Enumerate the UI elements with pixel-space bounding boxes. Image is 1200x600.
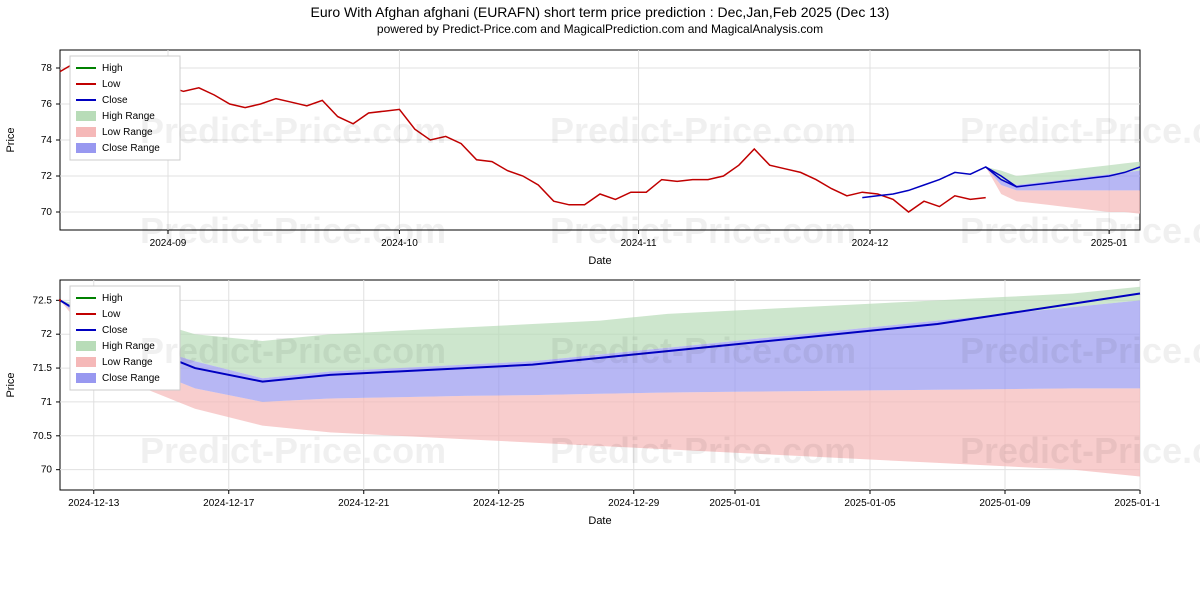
svg-text:2025-01-09: 2025-01-09 xyxy=(979,498,1031,509)
svg-text:2024-12-29: 2024-12-29 xyxy=(608,498,660,509)
svg-text:2024-12-25: 2024-12-25 xyxy=(473,498,525,509)
chart-subtitle: powered by Predict-Price.com and Magical… xyxy=(0,20,1200,40)
svg-text:Close: Close xyxy=(102,95,128,106)
svg-text:2024-10: 2024-10 xyxy=(381,238,418,249)
svg-text:76: 76 xyxy=(41,99,53,110)
svg-text:Date: Date xyxy=(588,255,611,267)
svg-text:72: 72 xyxy=(41,329,53,340)
svg-text:2025-01: 2025-01 xyxy=(1091,238,1128,249)
svg-text:72.5: 72.5 xyxy=(33,295,53,306)
svg-text:Low Range: Low Range xyxy=(102,127,153,138)
svg-text:70: 70 xyxy=(41,207,53,218)
svg-text:70.5: 70.5 xyxy=(33,431,53,442)
svg-text:2024-12-21: 2024-12-21 xyxy=(338,498,390,509)
svg-text:Close Range: Close Range xyxy=(102,373,160,384)
chart2-wrap: Predict-Price.com Predict-Price.com Pred… xyxy=(0,270,1200,530)
svg-text:Low: Low xyxy=(102,79,121,90)
svg-text:Price: Price xyxy=(5,372,17,397)
svg-text:2024-11: 2024-11 xyxy=(621,238,657,249)
svg-text:2024-12: 2024-12 xyxy=(852,238,889,249)
svg-text:70: 70 xyxy=(41,465,53,476)
svg-text:2025-01-05: 2025-01-05 xyxy=(844,498,896,509)
svg-text:2025-01-13: 2025-01-13 xyxy=(1114,498,1160,509)
svg-text:Date: Date xyxy=(588,515,611,527)
svg-text:Close: Close xyxy=(102,325,128,336)
svg-text:High: High xyxy=(102,63,123,74)
svg-text:Low: Low xyxy=(102,309,121,320)
svg-text:High Range: High Range xyxy=(102,111,155,122)
chart-title: Euro With Afghan afghani (EURAFN) short … xyxy=(0,0,1200,20)
svg-text:71: 71 xyxy=(41,397,53,408)
chart-card: Euro With Afghan afghani (EURAFN) short … xyxy=(0,0,1200,530)
svg-text:78: 78 xyxy=(41,63,53,74)
svg-text:2025-01-01: 2025-01-01 xyxy=(709,498,761,509)
svg-text:72: 72 xyxy=(41,171,53,182)
svg-text:71.5: 71.5 xyxy=(33,363,53,374)
svg-text:2024-12-13: 2024-12-13 xyxy=(68,498,120,509)
svg-text:Price: Price xyxy=(5,127,17,152)
svg-text:74: 74 xyxy=(41,135,53,146)
svg-text:High Range: High Range xyxy=(102,341,155,352)
svg-text:Low Range: Low Range xyxy=(102,357,153,368)
svg-text:Close Range: Close Range xyxy=(102,143,160,154)
chart2-svg: 70 70.5 71 71.5 72 72.5 2024-12-13 2024-12-17 20… xyxy=(0,270,1160,530)
svg-text:2024-12-17: 2024-12-17 xyxy=(203,498,255,509)
chart1-wrap: Predict-Price.com Predict-Price.com Pred… xyxy=(0,40,1200,270)
svg-text:2024-09: 2024-09 xyxy=(150,238,187,249)
svg-text:High: High xyxy=(102,293,123,304)
chart1-svg: 70 72 74 76 78 2024-09 2024-10 2024-11 2024-12 20… xyxy=(0,40,1160,270)
